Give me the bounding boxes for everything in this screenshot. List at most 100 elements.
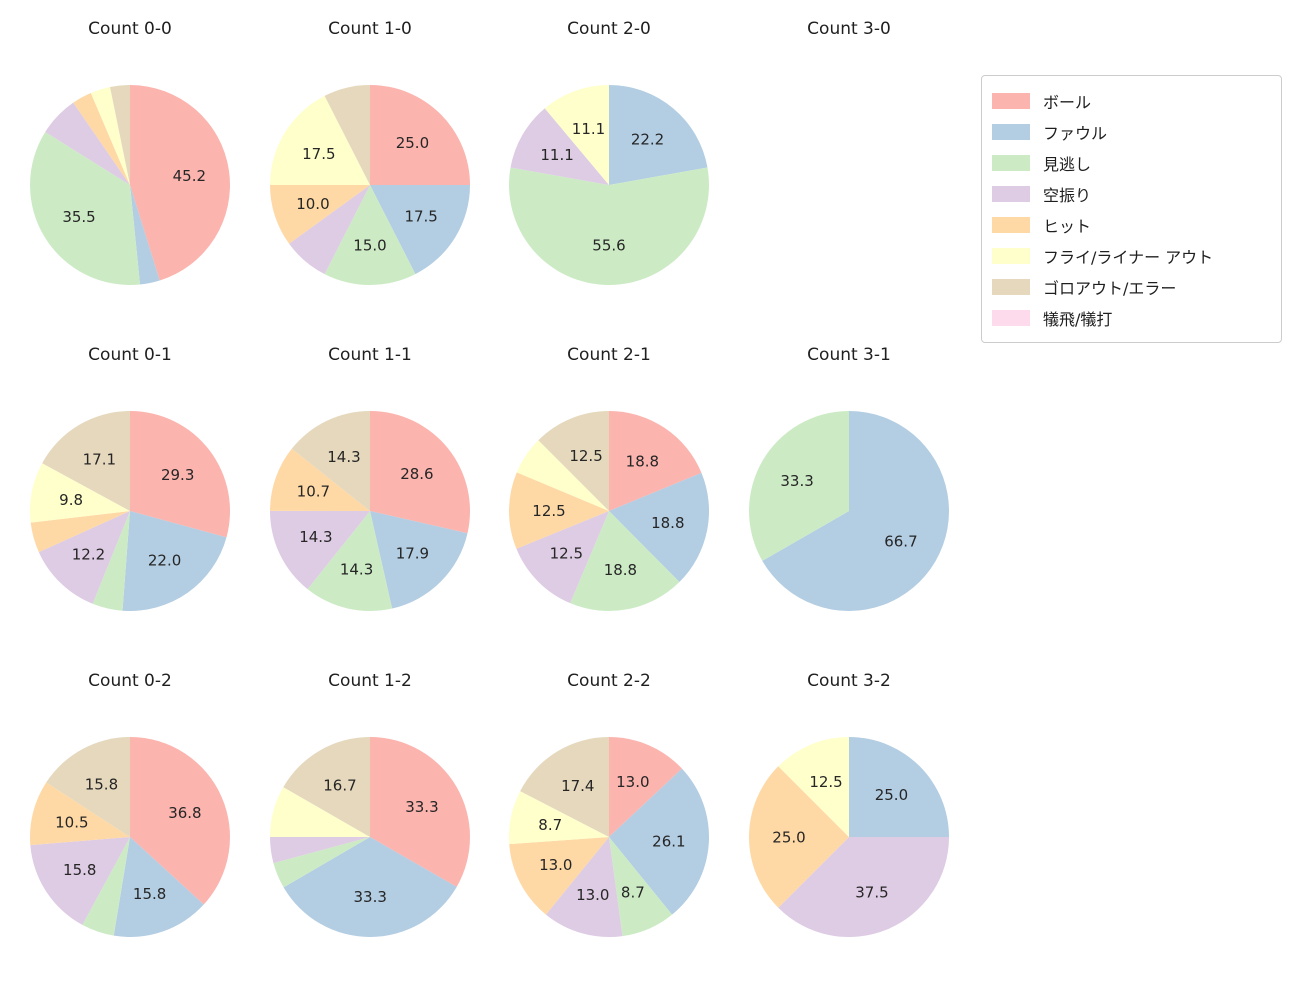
pie-percent-label: 45.2 — [173, 167, 206, 185]
pie-percent-label: 33.3 — [353, 888, 386, 906]
chart-cell-count-1-0: Count 1-0 25.0 17.5 15.0 10.0 17.5 — [260, 18, 480, 295]
pie-slice — [42, 411, 131, 511]
pie-percent-label: 36.8 — [168, 804, 201, 822]
pie-slice — [46, 737, 131, 837]
pie-slice — [130, 411, 230, 538]
pie-slice — [283, 837, 457, 937]
pie-slice — [570, 511, 680, 611]
legend-item-swinging-strike: 空振り — [992, 178, 1271, 209]
pie-percent-label: 11.1 — [540, 146, 573, 164]
pie-percent-label: 9.8 — [59, 491, 83, 509]
pie-percent-label: 8.7 — [621, 883, 645, 901]
pie-percent-label: 25.0 — [875, 786, 908, 804]
pie-percent-label: 12.5 — [569, 447, 602, 465]
pie-slice — [130, 737, 230, 905]
pie-slice — [273, 837, 370, 888]
pie-slice — [270, 95, 370, 185]
pie-percent-label: 25.0 — [396, 134, 429, 152]
pie-percent-label: 29.3 — [161, 466, 194, 484]
legend-swatch-ball — [992, 92, 1030, 109]
legend-label-groundout-error: ゴロアウト/エラー — [1043, 278, 1177, 298]
pie-percent-label: 12.5 — [550, 544, 583, 562]
pie-percent-label: 13.0 — [539, 856, 572, 874]
pie-slice — [370, 737, 470, 887]
pie-slice — [609, 768, 709, 915]
legend-label-foul: ファウル — [1043, 123, 1108, 143]
pie-percent-label: 33.3 — [405, 798, 438, 816]
pie-count-2-0: 22.2 55.6 11.1 11.1 — [509, 85, 709, 286]
pie-slice — [38, 511, 130, 604]
legend-item-fly-liner-out: フライ/ライナー アウト — [992, 240, 1271, 271]
legend-swatch-fly-liner-out — [992, 247, 1030, 264]
legend-label-fly-liner-out: フライ/ライナー アウト — [1043, 247, 1214, 267]
chart-cell-count-3-1: Count 3-1 66.7 33.3 — [739, 344, 959, 621]
chart-title-count-3-0: Count 3-0 — [807, 19, 891, 39]
legend-item-called-strike: 見逃し — [992, 147, 1271, 178]
pie-slice — [307, 511, 393, 611]
chart-title-count-1-1: Count 1-1 — [328, 345, 412, 365]
pie-slice — [324, 185, 416, 285]
pie-slice — [849, 737, 949, 837]
legend-swatch-swinging-strike — [992, 185, 1030, 202]
pie-slice — [324, 85, 370, 185]
pie-slice — [122, 511, 227, 611]
pie-percent-label: 15.8 — [133, 885, 166, 903]
pie-slice — [113, 837, 204, 937]
pie-slice — [609, 837, 673, 937]
chart-cell-count-1-2: Count 1-2 33.3 33.3 16.7 — [260, 670, 480, 947]
pie-slice — [270, 510, 370, 590]
chart-cell-count-2-1: Count 2-1 18.8 18.8 18.8 12.5 12.5 12.5 — [499, 344, 719, 621]
pie-percent-label: 14.3 — [299, 528, 332, 546]
legend-label-hit: ヒット — [1043, 216, 1092, 236]
legend-label-ball: ボール — [1043, 92, 1092, 112]
legend-swatch-foul — [992, 123, 1030, 140]
legend-item-groundout-error: ゴロアウト/エラー — [992, 271, 1271, 302]
pie-percent-label: 35.5 — [62, 208, 95, 226]
pie-slice — [516, 440, 609, 511]
pie-slice — [762, 411, 949, 611]
pie-slice — [778, 837, 949, 937]
pie-slice — [82, 837, 130, 936]
pie-percent-label: 28.6 — [400, 465, 433, 483]
pie-percent-label: 22.0 — [148, 551, 181, 569]
pie-count-0-2: 36.8 15.8 15.8 10.5 15.8 — [30, 737, 230, 937]
pie-count-2-2: 13.026.18.713.013.08.717.4 — [509, 737, 709, 937]
chart-cell-count-3-0: Count 3-0 — [739, 18, 959, 295]
pie-percent-label: 17.4 — [561, 777, 594, 795]
pie-percent-label: 66.7 — [884, 532, 917, 550]
pie-slice — [544, 85, 609, 185]
pie-slice — [110, 85, 130, 185]
legend-item-ball: ボール — [992, 85, 1271, 116]
pie-slice — [270, 837, 370, 864]
chart-title-count-0-1: Count 0-1 — [88, 345, 172, 365]
chart-title-count-3-1: Count 3-1 — [807, 345, 891, 365]
legend-label-swinging-strike: 空振り — [1043, 185, 1092, 205]
pie-slice — [609, 737, 682, 837]
chart-cell-count-2-0: Count 2-0 22.2 55.6 11.1 11.1 — [499, 18, 719, 295]
pie-percent-label: 16.7 — [323, 776, 356, 794]
pie-slice — [270, 787, 370, 837]
pie-percent-label: 17.9 — [396, 545, 429, 563]
pie-slice — [516, 511, 609, 604]
pie-count-1-0: 25.0 17.5 15.0 10.0 17.5 — [270, 85, 470, 285]
chart-title-count-2-0: Count 2-0 — [567, 19, 651, 39]
chart-title-count-0-0: Count 0-0 — [88, 19, 172, 39]
chart-title-count-2-1: Count 2-1 — [567, 345, 651, 365]
pie-count-1-1: 28.6 17.9 14.3 14.3 10.7 14.3 — [270, 411, 470, 611]
pie-percent-label: 14.3 — [327, 448, 360, 466]
pie-slice — [29, 463, 130, 523]
pie-slice — [30, 511, 130, 553]
pie-slice — [45, 102, 130, 185]
pie-slice — [370, 411, 470, 534]
pie-percent-label: 12.5 — [809, 773, 842, 791]
pie-slice — [749, 411, 849, 561]
pie-slice — [130, 185, 160, 285]
pie-percent-label: 17.1 — [83, 451, 116, 469]
pie-slice — [291, 411, 370, 511]
legend-item-hit: ヒット — [992, 209, 1271, 240]
chart-cell-count-1-1: Count 1-1 28.6 17.9 14.3 14.3 10.7 14.3 — [260, 344, 480, 621]
pie-slice — [778, 737, 849, 837]
legend-item-foul: ファウル — [992, 116, 1271, 147]
pie-slice — [510, 108, 609, 185]
pie-slice — [30, 782, 130, 846]
